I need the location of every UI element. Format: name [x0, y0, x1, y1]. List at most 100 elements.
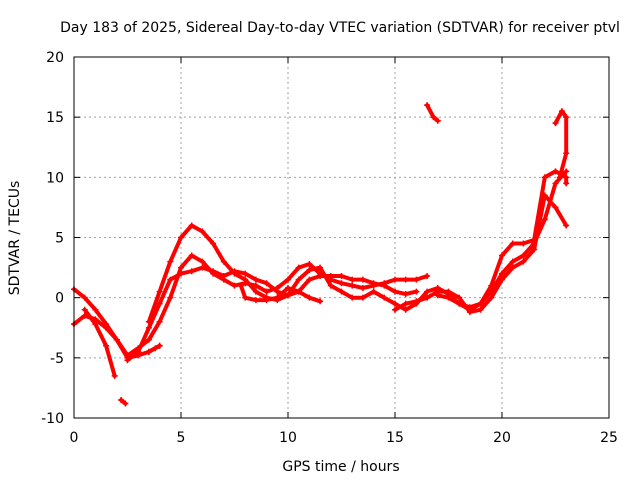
data-point	[210, 240, 217, 247]
data-point	[156, 318, 163, 325]
x-tick-label: 15	[386, 430, 404, 446]
data-point	[111, 372, 118, 379]
data-point	[509, 258, 516, 265]
data-point	[178, 270, 184, 277]
data-point	[295, 264, 302, 271]
data-point	[167, 258, 174, 265]
data-point	[359, 294, 366, 301]
data-point	[563, 150, 570, 157]
data-point	[178, 264, 184, 271]
data-point	[103, 324, 110, 331]
y-tick-label: 15	[46, 110, 64, 126]
data-point	[445, 288, 452, 295]
series-track-5	[146, 169, 569, 324]
data-point	[349, 282, 356, 289]
data-point	[263, 297, 270, 304]
data-point	[370, 280, 377, 287]
data-point	[135, 348, 142, 355]
data-point	[178, 234, 184, 241]
data-point	[563, 114, 570, 121]
data-point	[563, 174, 570, 181]
data-point	[552, 120, 559, 127]
data-point	[381, 282, 388, 289]
chart-title: Day 183 of 2025, Sidereal Day-to-day VTE…	[60, 20, 620, 36]
data-point	[220, 273, 227, 280]
data-point	[188, 252, 195, 259]
data-point	[252, 297, 259, 304]
data-point	[402, 291, 409, 298]
data-point	[392, 300, 398, 307]
data-point	[531, 236, 538, 243]
data-point	[124, 357, 131, 364]
data-point	[477, 300, 484, 307]
y-tick-label: -5	[50, 351, 64, 367]
data-point	[327, 282, 334, 289]
series-track-4	[125, 265, 419, 363]
data-point	[199, 228, 206, 235]
data-point	[231, 270, 238, 277]
data-point	[220, 258, 227, 265]
data-point	[509, 264, 516, 271]
data-point	[167, 276, 174, 283]
y-tick-label: 20	[46, 50, 64, 66]
y-tick-label: -10	[41, 411, 64, 427]
data-point	[552, 180, 559, 187]
data-point	[430, 114, 437, 121]
data-point	[103, 342, 110, 349]
data-point	[552, 168, 559, 175]
data-point	[563, 180, 570, 187]
series-track-10	[425, 103, 440, 123]
data-point	[509, 240, 516, 247]
data-point	[541, 216, 548, 223]
data-point	[231, 282, 238, 289]
data-point	[520, 258, 527, 265]
data-point	[113, 336, 120, 343]
data-point	[488, 282, 495, 289]
y-tick-label: 0	[55, 291, 64, 307]
data-point	[402, 300, 409, 307]
data-point	[122, 400, 129, 407]
data-point	[499, 252, 505, 259]
data-point	[210, 268, 217, 275]
data-point	[392, 276, 398, 283]
data-point	[424, 294, 431, 301]
data-point	[499, 276, 505, 283]
data-point	[349, 276, 356, 283]
data-point	[188, 268, 195, 275]
x-tick-label: 10	[279, 430, 297, 446]
data-point	[263, 280, 270, 287]
data-point	[317, 298, 324, 305]
data-point	[434, 117, 441, 124]
data-point	[445, 294, 452, 301]
x-tick-label: 0	[70, 430, 79, 446]
data-point	[370, 288, 377, 295]
data-point	[477, 306, 484, 313]
data-point	[558, 108, 565, 115]
data-point	[456, 294, 463, 301]
data-point	[402, 306, 409, 313]
data-point	[349, 294, 356, 301]
data-point	[413, 298, 420, 305]
data-point	[242, 294, 249, 301]
data-point	[306, 266, 313, 273]
axis-ticks: 0 5 10 15 20 25 -10 -5 0 5 10 15 20	[41, 50, 618, 446]
data-point	[338, 288, 345, 295]
data-point	[152, 345, 159, 352]
data-point	[263, 288, 270, 295]
data-point	[488, 294, 495, 301]
series-track-1	[72, 253, 430, 358]
x-tick-label: 25	[600, 430, 618, 446]
data-point	[145, 318, 152, 325]
data-point	[434, 292, 441, 299]
data-point	[552, 204, 559, 211]
data-point	[317, 273, 324, 280]
data-point	[285, 292, 291, 299]
data-point	[199, 258, 206, 265]
data-point	[306, 294, 313, 301]
data-point	[359, 285, 366, 292]
x-axis-label: GPS time / hours	[282, 459, 399, 475]
data-point	[242, 270, 249, 277]
series-track-3	[82, 307, 117, 378]
data-point	[392, 306, 398, 313]
